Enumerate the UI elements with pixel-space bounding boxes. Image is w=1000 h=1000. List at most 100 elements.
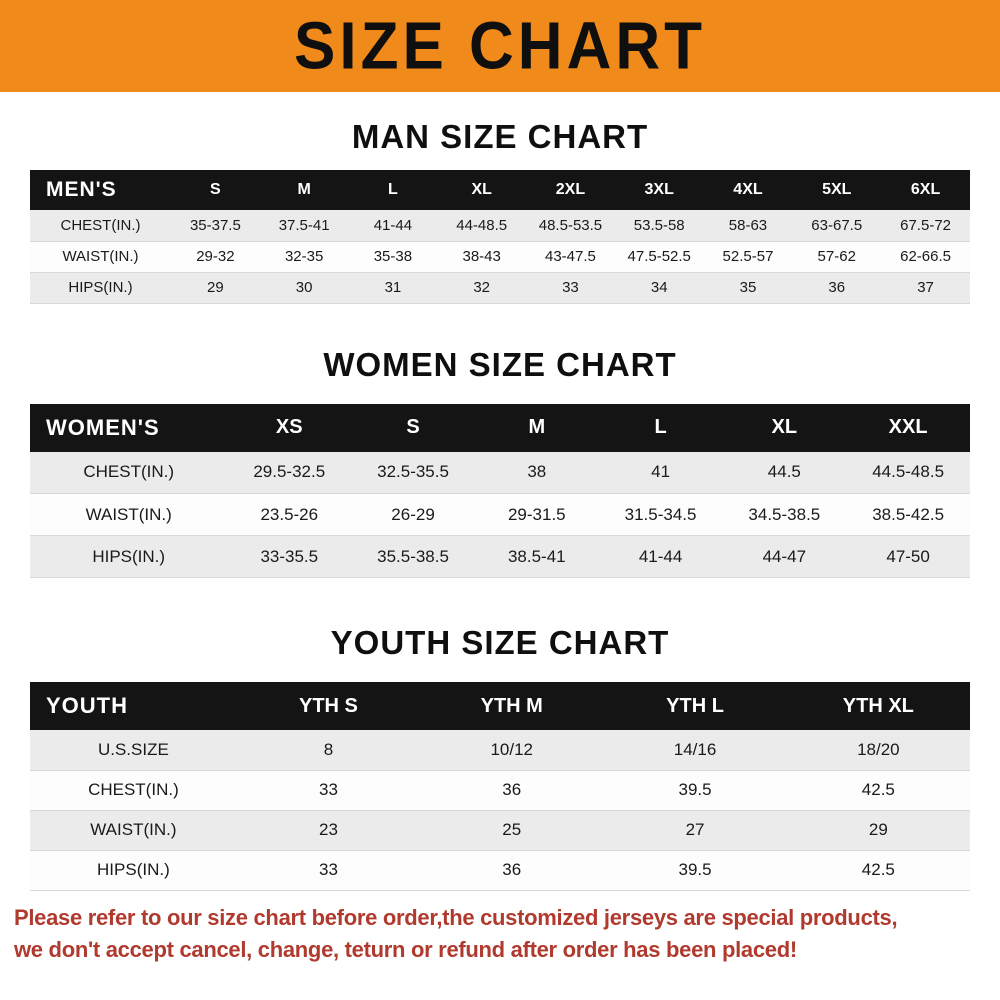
row-label-cell: HIPS(IN.): [92, 546, 166, 566]
value-cell: 58-63: [728, 216, 768, 234]
women-size-table: WOMEN'S XS S M L XL XXL CHEST(IN.) 29.5-32.5 32.5…: [30, 403, 970, 579]
value-cell: 41-44: [373, 216, 413, 234]
value-cell: 52.5-57: [722, 248, 774, 265]
size-column-header: L: [348, 170, 438, 210]
size-column-header: M: [474, 403, 599, 452]
row-label-cell: WAIST(IN.): [90, 820, 177, 839]
youth-section-title: YOUTH SIZE CHART: [330, 624, 670, 661]
table-row: WAIST(IN.) 29-32 32-35 35-38 38-43 43-47.5 47.…: [30, 241, 970, 272]
value-cell: 25: [502, 820, 522, 839]
footer-note: Please refer to our size chart before or…: [0, 891, 1000, 963]
size-column-header: 6XL: [881, 170, 970, 210]
table-title-cell: MEN'S: [30, 170, 171, 210]
man-size-table: MEN'S S M L XL 2XL 3XL 4XL 5XL 6XL CHEST(IN.) 35-37…: [30, 170, 970, 304]
value-cell: 23: [318, 820, 338, 839]
value-cell: 29.5-32.5: [253, 462, 326, 482]
value-cell: 42.5: [861, 780, 895, 799]
value-cell: 14/16: [673, 739, 717, 759]
value-cell: 37: [917, 279, 934, 296]
size-column-header: 2XL: [526, 170, 615, 210]
size-column-header: XL: [722, 403, 847, 452]
value-cell: 36: [502, 860, 522, 879]
value-cell: 38.5-41: [507, 546, 566, 566]
value-cell: 35-38: [373, 248, 413, 265]
size-column-header: 4XL: [703, 170, 793, 210]
section-man: MAN SIZE CHART MEN'S S M L XL 2XL 3XL 4XL 5XL 6XL…: [30, 118, 970, 304]
women-section-title: WOMEN SIZE CHART: [323, 345, 677, 383]
size-column-header: YTH L: [603, 682, 787, 730]
value-cell: 44.5: [767, 462, 801, 482]
value-cell: 32-35: [284, 248, 324, 265]
value-cell: 57-62: [817, 248, 856, 265]
footer-note-line-1: Please refer to our size chart before or…: [14, 904, 898, 930]
value-cell: 44.5-48.5: [872, 462, 945, 482]
value-cell: 39.5: [678, 860, 712, 879]
size-column-header: YTH M: [420, 682, 604, 730]
value-cell: 32.5-35.5: [377, 462, 449, 482]
table-row: CHEST(IN.) 35-37.5 37.5-41 41-44 44-48.5 48.5…: [30, 210, 970, 241]
table-row: WAIST(IN.) 23.5-26 26-29 29-31.5 31.5-34.5 34…: [30, 493, 970, 536]
value-cell: 18/20: [857, 739, 900, 759]
size-column-header: XL: [437, 170, 527, 210]
row-label-cell: WAIST(IN.): [62, 248, 139, 265]
size-chart-page: SIZE CHART MAN SIZE CHART MEN'S S M L XL 2XL 3…: [0, 0, 1000, 963]
table-header-row: YOUTH YTH S YTH M YTH L YTH XL: [30, 682, 970, 730]
table-header-row: WOMEN'S XS S M L XL XXL: [30, 403, 970, 452]
size-column-header: XS: [227, 403, 352, 452]
value-cell: 32: [473, 279, 491, 296]
value-cell: 31: [384, 279, 402, 296]
man-section-title: MAN SIZE CHART: [351, 118, 649, 155]
value-cell: 38: [527, 462, 547, 482]
value-cell: 67.5-72: [900, 216, 951, 234]
value-cell: 33: [318, 780, 338, 799]
value-cell: 8: [323, 739, 334, 759]
size-column-header: S: [351, 403, 475, 452]
table-row: HIPS(IN.) 33-35.5 35.5-38.5 38.5-41 41-44 44-…: [30, 535, 970, 578]
size-column-header: M: [259, 170, 349, 210]
page-title: SIZE CHART: [294, 8, 706, 84]
value-cell: 36: [828, 279, 846, 296]
value-cell: 48.5-53.5: [538, 216, 603, 234]
table-header-row: MEN'S S M L XL 2XL 3XL 4XL 5XL 6XL: [30, 170, 970, 210]
value-cell: 36: [502, 780, 522, 799]
value-cell: 44-48.5: [456, 216, 508, 234]
value-cell: 47-50: [886, 546, 930, 566]
value-cell: 27: [685, 820, 705, 839]
value-cell: 30: [295, 279, 313, 296]
table-title-cell: YOUTH: [30, 682, 237, 730]
table-row: WAIST(IN.) 23 25 27 29: [30, 810, 970, 850]
value-cell: 29-32: [196, 248, 235, 265]
value-cell: 29: [207, 279, 224, 296]
value-cell: 29: [868, 820, 888, 839]
value-cell: 42.5: [861, 860, 895, 879]
value-cell: 47.5-52.5: [627, 248, 691, 265]
value-cell: 63-67.5: [811, 216, 863, 234]
value-cell: 43-47.5: [545, 248, 596, 265]
value-cell: 41-44: [638, 546, 683, 566]
value-cell: 23.5-26: [260, 504, 319, 524]
size-column-header: S: [171, 170, 260, 210]
row-label-cell: CHEST(IN.): [83, 462, 175, 482]
value-cell: 33: [318, 860, 338, 879]
value-cell: 37.5-41: [278, 216, 330, 234]
youth-size-table: YOUTH YTH S YTH M YTH L YTH XL U.S.SIZE 8 10/12…: [30, 682, 970, 891]
size-column-header: YTH S: [236, 682, 421, 730]
row-label-cell: CHEST(IN.): [88, 780, 179, 799]
size-column-header: YTH XL: [786, 682, 970, 730]
table-row: U.S.SIZE 8 10/12 14/16 18/20: [30, 730, 970, 770]
value-cell: 62-66.5: [900, 248, 951, 265]
row-label-cell: HIPS(IN.): [68, 279, 133, 296]
value-cell: 53.5-58: [633, 216, 685, 234]
section-youth: YOUTH SIZE CHART YOUTH YTH S YTH M YTH L YTH…: [30, 624, 970, 891]
value-cell: 33: [562, 279, 579, 296]
size-column-header: 3XL: [614, 170, 704, 210]
row-label-cell: HIPS(IN.): [97, 860, 170, 879]
row-label-cell: U.S.SIZE: [97, 739, 169, 759]
value-cell: 38-43: [462, 248, 501, 265]
value-cell: 29-31.5: [507, 504, 566, 524]
value-cell: 35-37.5: [189, 216, 241, 234]
row-label-cell: CHEST(IN.): [60, 216, 141, 234]
banner: SIZE CHART: [0, 0, 1000, 92]
value-cell: 34.5-38.5: [748, 504, 821, 524]
footer-note-line-2: we don't accept cancel, change, teturn o…: [14, 936, 797, 962]
